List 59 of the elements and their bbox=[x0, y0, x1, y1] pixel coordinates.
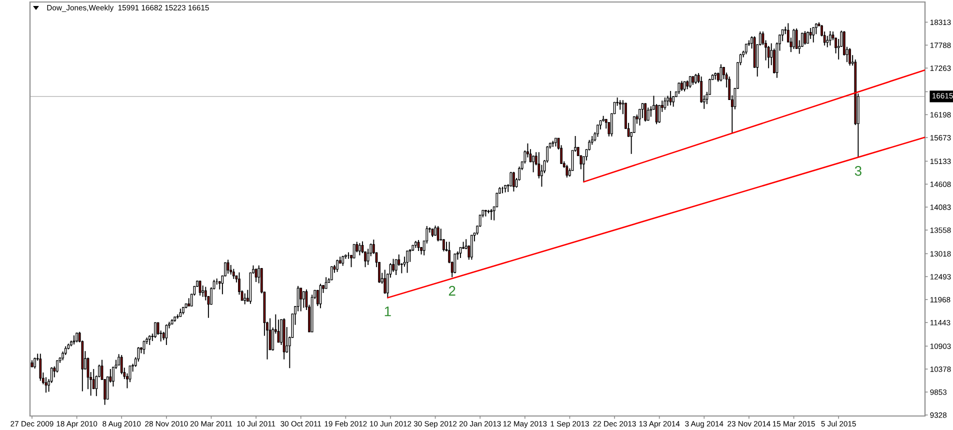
candlestick bbox=[812, 26, 815, 43]
candlestick bbox=[806, 31, 809, 44]
candlestick bbox=[496, 192, 498, 208]
candlestick bbox=[384, 269, 386, 294]
candlestick bbox=[646, 107, 650, 122]
candlestick bbox=[781, 29, 784, 42]
candlestick bbox=[300, 288, 302, 312]
candlestick bbox=[330, 266, 333, 281]
candlestick bbox=[76, 332, 78, 343]
candlestick bbox=[165, 324, 168, 346]
candlestick bbox=[490, 208, 492, 220]
annotation: 2 bbox=[448, 286, 456, 296]
candlestick bbox=[394, 258, 398, 276]
candlestick bbox=[644, 102, 647, 122]
candlestick bbox=[232, 268, 235, 280]
candlestick bbox=[532, 155, 535, 173]
candlestick bbox=[596, 124, 599, 138]
candlestick bbox=[632, 116, 636, 134]
candlestick bbox=[148, 334, 151, 346]
candlestick bbox=[120, 354, 123, 375]
candlestick bbox=[336, 259, 338, 272]
candlestick bbox=[39, 353, 42, 382]
candlestick bbox=[664, 97, 666, 110]
candlestick bbox=[744, 43, 748, 55]
candlestick bbox=[34, 357, 36, 370]
candlestick bbox=[392, 258, 394, 272]
candlestick bbox=[44, 376, 48, 394]
candlestick bbox=[809, 28, 812, 40]
candlestick bbox=[470, 234, 473, 260]
candlestick bbox=[826, 35, 829, 48]
candlestick bbox=[204, 286, 207, 301]
annotation: 3 bbox=[854, 166, 862, 176]
candlestick bbox=[454, 253, 456, 274]
candlestick bbox=[618, 100, 622, 110]
candlestick bbox=[324, 276, 328, 290]
candlestick bbox=[688, 76, 692, 88]
candlestick bbox=[358, 242, 361, 256]
candlestick bbox=[666, 95, 669, 106]
candlestick bbox=[316, 289, 319, 307]
candlestick bbox=[154, 322, 156, 338]
candlestick bbox=[792, 28, 795, 50]
candlestick bbox=[848, 48, 851, 66]
candlestick bbox=[436, 226, 440, 242]
candlestick bbox=[72, 334, 76, 346]
annotation: 1 bbox=[384, 306, 391, 316]
candlestick bbox=[658, 104, 661, 124]
candlestick bbox=[680, 80, 683, 92]
candlestick bbox=[302, 291, 305, 308]
candlestick bbox=[202, 285, 204, 298]
candlestick bbox=[566, 164, 568, 178]
candlestick bbox=[406, 250, 408, 274]
candlestick bbox=[408, 248, 412, 262]
candlestick bbox=[342, 255, 344, 266]
candlestick bbox=[244, 292, 246, 305]
candlestick bbox=[694, 73, 697, 84]
candlestick bbox=[814, 22, 818, 35]
candlestick bbox=[352, 243, 356, 259]
candlestick bbox=[828, 30, 832, 46]
candlestick bbox=[512, 171, 515, 192]
